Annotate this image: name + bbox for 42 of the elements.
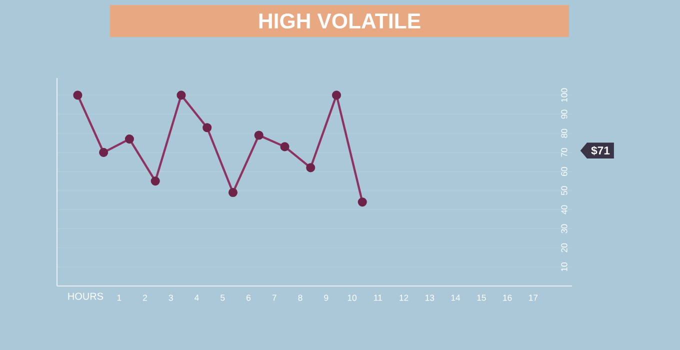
y-tick-label: 90 bbox=[561, 110, 568, 119]
x-tick-label: 17 bbox=[529, 294, 538, 301]
point bbox=[124, 134, 134, 144]
x-tick-label: 13 bbox=[426, 294, 434, 301]
x-tick-label: 14 bbox=[451, 294, 460, 301]
x-tick-label: 3 bbox=[168, 294, 173, 301]
point bbox=[306, 163, 316, 172]
x-tick-label: 1 bbox=[117, 294, 122, 301]
x-tick-label: 5 bbox=[220, 294, 225, 301]
y-tick-label: 60 bbox=[561, 167, 568, 176]
y-tick-label: 80 bbox=[561, 128, 568, 138]
point bbox=[254, 130, 264, 140]
text: $71 bbox=[591, 146, 610, 156]
y-tick-label: 40 bbox=[561, 205, 568, 214]
x-tick-label: 16 bbox=[503, 294, 512, 301]
y-tick-label: 100 bbox=[561, 88, 568, 102]
x-tick-label: 7 bbox=[272, 294, 276, 301]
point bbox=[280, 142, 290, 152]
point bbox=[99, 148, 108, 157]
point bbox=[332, 90, 342, 100]
x-tick-label: 6 bbox=[246, 294, 251, 301]
x-tick-label: 11 bbox=[374, 294, 382, 301]
x-tick-label: 9 bbox=[324, 294, 328, 301]
point bbox=[73, 90, 82, 100]
x-axis-title: HOURS bbox=[68, 292, 104, 300]
x-tick-label: 15 bbox=[477, 294, 486, 301]
y-tick-label: 30 bbox=[561, 224, 568, 234]
point bbox=[150, 176, 160, 186]
y-tick-label: 20 bbox=[561, 243, 568, 252]
x-tick-label: 4 bbox=[194, 294, 199, 301]
y-tick-label: 50 bbox=[561, 186, 568, 196]
chart-title: HIGH VOLATILE bbox=[259, 13, 420, 29]
point bbox=[176, 90, 186, 100]
x-tick-label: 8 bbox=[298, 294, 302, 301]
x-tick-label: 10 bbox=[348, 294, 357, 301]
x-tick-label: 2 bbox=[143, 294, 147, 301]
point bbox=[228, 188, 238, 198]
x-tick-label: 12 bbox=[400, 294, 408, 301]
y-tick-label: 70 bbox=[561, 148, 568, 157]
point bbox=[202, 123, 212, 132]
point bbox=[358, 198, 367, 207]
y-tick-label: 10 bbox=[561, 262, 568, 272]
